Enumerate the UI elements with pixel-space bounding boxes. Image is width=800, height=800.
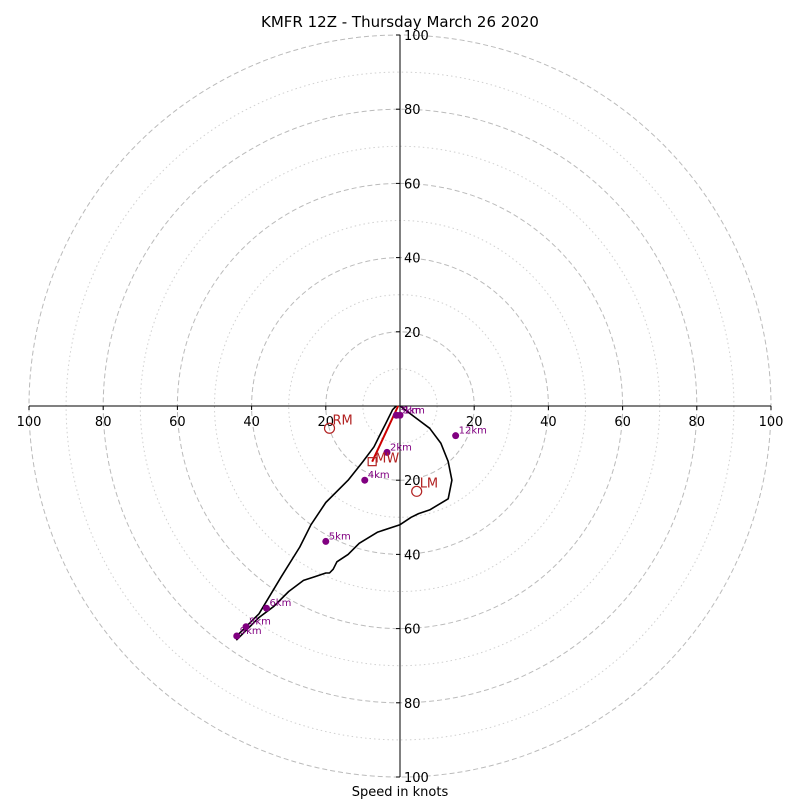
mean-wind-marker	[367, 457, 377, 467]
y-tick-label: 60	[404, 623, 421, 638]
height-marker-label: 8km	[249, 617, 271, 628]
height-marker-point	[383, 448, 391, 456]
y-tick-label: 20	[404, 474, 421, 489]
x-tick-label: 80	[95, 415, 112, 430]
height-marker-point	[322, 537, 330, 545]
storm-motion-marker	[323, 422, 336, 434]
height-marker-label: 12km	[459, 426, 487, 437]
x-tick-label: 20	[466, 415, 483, 430]
y-tick-label: 80	[404, 697, 421, 712]
height-marker-point	[452, 432, 460, 440]
x-axis-label: Speed in knots	[352, 785, 449, 800]
x-tick-label: 40	[243, 415, 260, 430]
x-tick-label: 20	[318, 415, 335, 430]
height-marker-point	[233, 632, 241, 640]
storm-motion-label: LM	[420, 476, 438, 491]
height-marker-point	[262, 604, 270, 612]
x-tick-label: 60	[614, 415, 631, 430]
storm-motion-label: RM	[333, 413, 353, 428]
height-marker-point	[361, 476, 369, 484]
height-marker-label: 2km	[390, 442, 412, 453]
x-tick-label: 80	[689, 415, 706, 430]
y-tick-label: 40	[404, 252, 421, 267]
y-tick-label: 100	[404, 29, 429, 44]
height-marker-label: 3km	[399, 405, 421, 416]
height-marker-label: 9km	[240, 626, 262, 637]
height-marker-label: 6km	[269, 598, 291, 609]
x-tick-label: 60	[169, 415, 186, 430]
y-tick-label: 40	[404, 548, 421, 563]
y-tick-label: 60	[404, 177, 421, 192]
y-tick-label: 20	[404, 326, 421, 341]
y-tick-label: 80	[404, 103, 421, 118]
height-marker-label: 1km	[403, 405, 425, 416]
x-tick-label: 100	[759, 415, 784, 430]
hodograph-trace	[236, 405, 453, 641]
height-marker-label: 5km	[329, 531, 351, 542]
height-marker-point	[242, 623, 250, 631]
height-marker-label: 4km	[368, 470, 390, 481]
height-marker-point	[392, 411, 400, 419]
x-tick-label: 100	[17, 415, 42, 430]
chart-title: KMFR 12Z - Thursday March 26 2020	[261, 13, 539, 31]
storm-motion-marker	[411, 485, 423, 497]
tick-labels: 100 80 60 40 20 20 40 60 80 100 100 80 60 40 20 20 40 60 8…	[17, 29, 784, 786]
mean-wind-label: MW	[375, 452, 399, 467]
x-tick-label: 40	[540, 415, 557, 430]
y-tick-label: 100	[404, 771, 429, 786]
